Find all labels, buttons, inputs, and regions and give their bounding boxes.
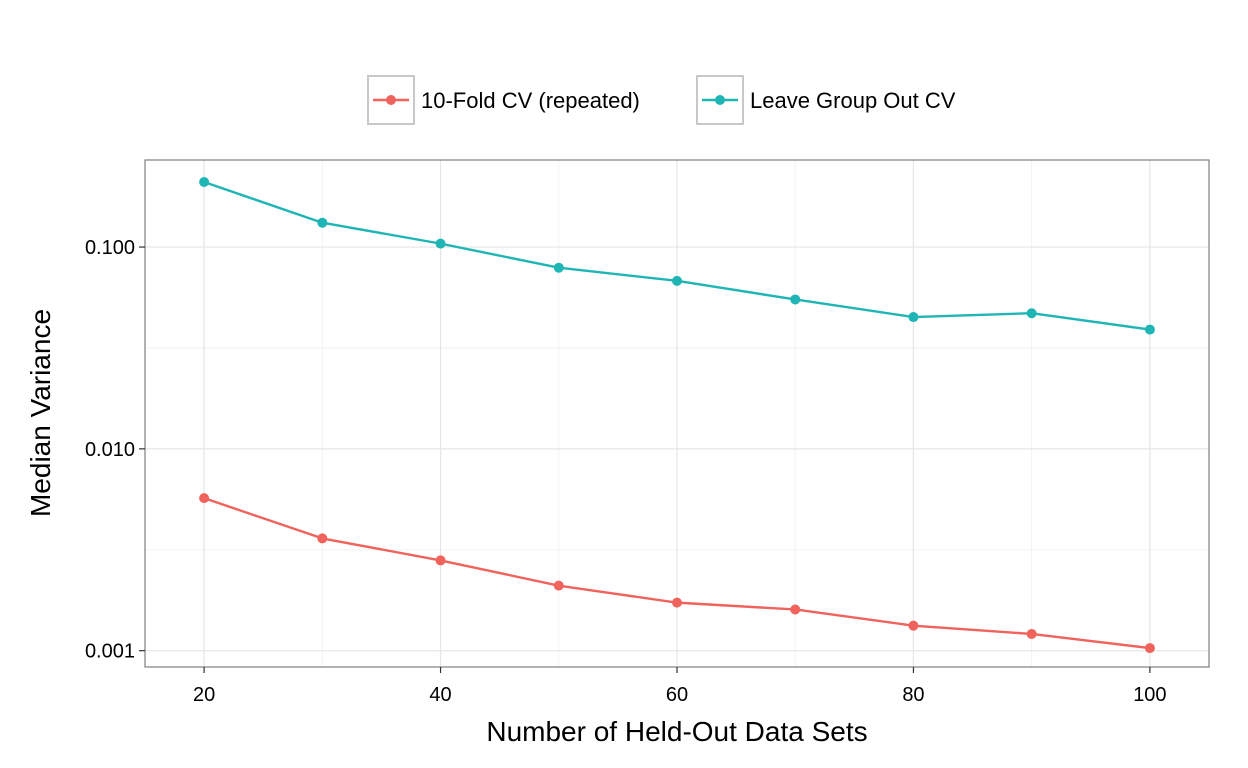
legend-item: Leave Group Out CV: [696, 75, 956, 125]
y-tick-label: 0.001: [85, 641, 135, 663]
legend-key-point: [715, 95, 725, 105]
data-point: [672, 275, 682, 286]
y-axis-title: Median Variance: [25, 309, 56, 517]
data-point: [435, 555, 446, 566]
data-point: [1144, 324, 1155, 335]
data-point: [553, 580, 564, 591]
series-1: [199, 493, 1155, 654]
data-point: [790, 294, 801, 305]
data-point: [908, 620, 919, 631]
legend-label: Leave Group Out CV: [750, 88, 956, 113]
data-point: [435, 238, 446, 249]
x-tick-label: 40: [429, 684, 451, 706]
x-tick-label: 20: [193, 684, 215, 706]
x-axis-title: Number of Held-Out Data Sets: [486, 716, 867, 747]
data-point: [1026, 308, 1037, 319]
data-point: [672, 597, 682, 608]
legend: 10-Fold CV (repeated) Leave Group Out CV: [367, 75, 956, 125]
data-point: [790, 604, 801, 615]
data-point: [1144, 643, 1155, 654]
x-tick-label: 100: [1133, 684, 1166, 706]
y-tick-label: 0.100: [85, 237, 135, 259]
series-layer: [199, 177, 1155, 654]
data-point: [317, 533, 328, 544]
series-2: [199, 177, 1155, 335]
data-point: [1026, 628, 1037, 639]
data-point: [317, 217, 328, 228]
data-point: [553, 262, 564, 273]
major-gridlines: [145, 160, 1209, 667]
data-point: [908, 312, 919, 323]
legend-item: 10-Fold CV (repeated): [367, 75, 640, 125]
x-tick-label: 60: [666, 684, 688, 706]
legend-label: 10-Fold CV (repeated): [421, 88, 640, 113]
legend-key-point: [386, 95, 396, 105]
y-axis: 0.001 0.010 0.100: [85, 237, 145, 663]
data-point: [199, 493, 210, 504]
data-point: [199, 177, 210, 188]
x-tick-label: 80: [902, 684, 924, 706]
x-axis: 20 40 60 80 100: [193, 667, 1167, 706]
y-tick-label: 0.010: [85, 439, 135, 461]
